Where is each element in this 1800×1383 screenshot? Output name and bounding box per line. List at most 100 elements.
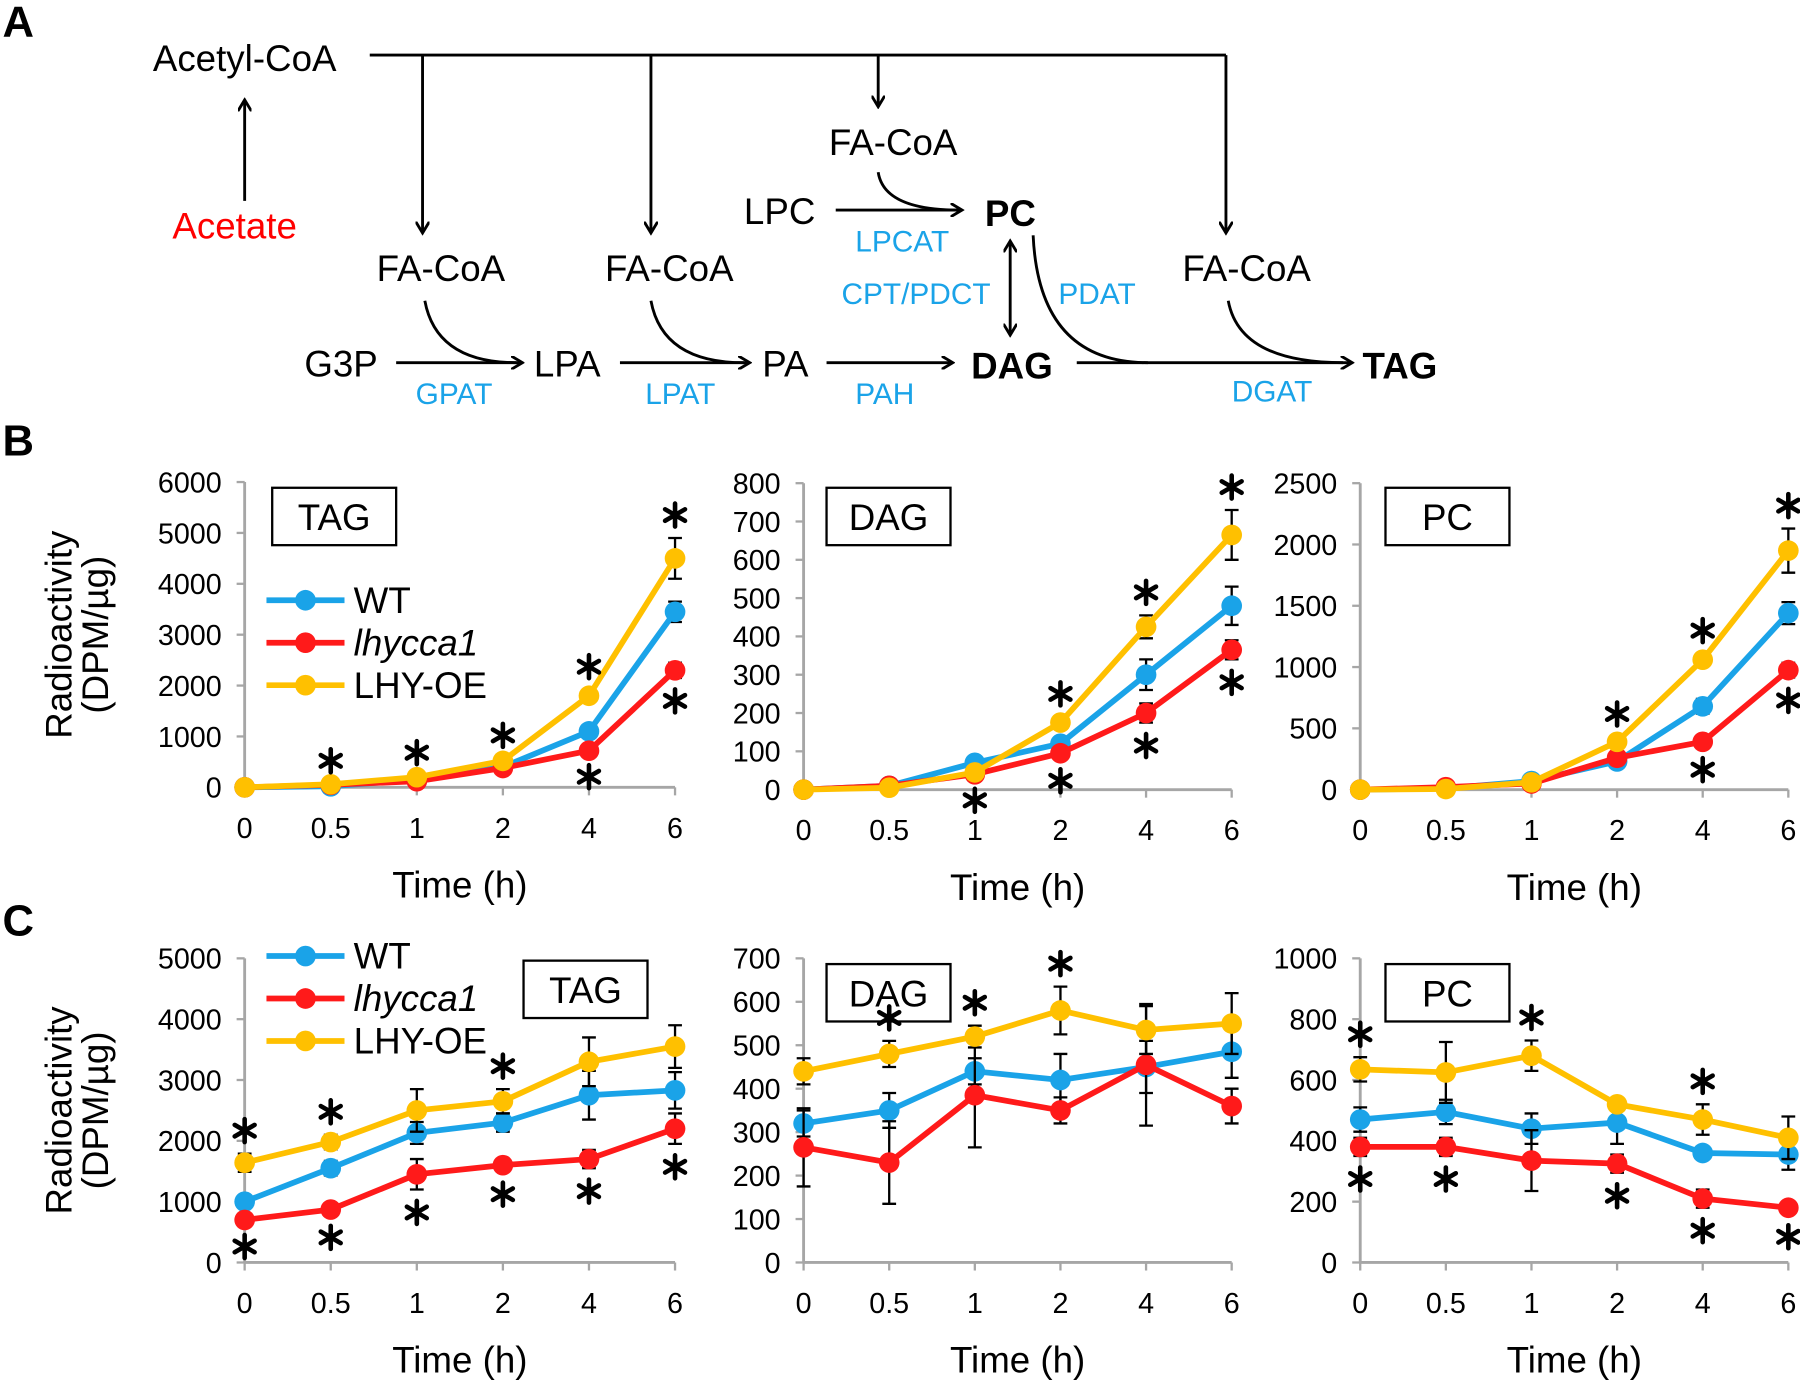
y-tick-label: 200 bbox=[733, 1161, 781, 1193]
data-point bbox=[578, 740, 600, 762]
chart-b-dag: 0 100 200 300 400 500 600 700 800 0 0.5 1 2 4 6 Time (h… bbox=[733, 469, 1244, 908]
data-point bbox=[964, 762, 986, 783]
y-tick-label: 2000 bbox=[158, 1126, 222, 1158]
data-point bbox=[320, 773, 342, 795]
y-tick-label: 500 bbox=[733, 1031, 781, 1063]
series-line bbox=[1360, 667, 1791, 793]
x-tick-label: 2 bbox=[495, 813, 511, 845]
data-point bbox=[1135, 1019, 1157, 1041]
y-tick-label: 0 bbox=[765, 775, 781, 807]
series-line bbox=[243, 1043, 676, 1166]
data-point bbox=[1778, 1197, 1799, 1219]
y-tick-label: 700 bbox=[733, 507, 781, 539]
data-point bbox=[1435, 1101, 1457, 1123]
significance-asterisk bbox=[662, 1153, 688, 1181]
legend-marker bbox=[295, 945, 316, 967]
data-point bbox=[1221, 524, 1243, 546]
y-tick-label: 600 bbox=[733, 545, 781, 577]
series-line bbox=[803, 1007, 1232, 1075]
fa-coa: FA-CoA bbox=[1182, 248, 1311, 289]
x-tick-label: 0 bbox=[796, 815, 812, 847]
data-point bbox=[578, 1084, 600, 1106]
y-tick-label: 5000 bbox=[158, 944, 222, 976]
series-line bbox=[1360, 1052, 1789, 1141]
significance-asterisk bbox=[1604, 1181, 1630, 1210]
significance-asterisk bbox=[576, 652, 602, 681]
data-point bbox=[1692, 1109, 1714, 1130]
series-lhycca1 bbox=[793, 639, 1243, 800]
x-tick-label: 1 bbox=[967, 815, 983, 847]
y-tick-label: 4000 bbox=[158, 569, 222, 601]
y-tick-label: 600 bbox=[1289, 1065, 1337, 1097]
data-point bbox=[1221, 639, 1243, 661]
series-line bbox=[244, 1125, 677, 1223]
series-lhycca1 bbox=[234, 1112, 686, 1231]
significance-asterisk bbox=[490, 1052, 516, 1080]
y-tick-label: 800 bbox=[733, 469, 781, 501]
g3p: G3P bbox=[304, 343, 377, 384]
legend-label: LHY-OE bbox=[354, 665, 487, 706]
lpc: LPC bbox=[744, 191, 815, 232]
data-point bbox=[1050, 1069, 1071, 1091]
series-line bbox=[803, 647, 1234, 793]
x-tick-label: 2 bbox=[495, 1288, 511, 1320]
y-tick-label: 0 bbox=[765, 1248, 781, 1280]
x-axis-title: Time (h) bbox=[1507, 867, 1642, 908]
data-point bbox=[492, 750, 514, 772]
y-tick-label: 2000 bbox=[1273, 530, 1337, 562]
significance-asterisk bbox=[1519, 1003, 1544, 1032]
tag: TAG bbox=[1363, 346, 1438, 387]
series-lhycca1 bbox=[1349, 659, 1799, 800]
y-tick-label: 300 bbox=[733, 1117, 781, 1149]
data-point bbox=[664, 1080, 686, 1101]
data-point bbox=[492, 1154, 514, 1176]
data-point bbox=[878, 1152, 900, 1173]
data-point bbox=[406, 766, 428, 788]
y-axis-title: Radioactivity bbox=[38, 530, 79, 739]
data-point bbox=[1692, 1188, 1714, 1209]
enzyme-lpcat: LPCAT bbox=[855, 225, 949, 258]
significance-asterisk bbox=[232, 1116, 257, 1145]
data-point bbox=[1606, 731, 1628, 753]
data-point bbox=[578, 1148, 600, 1170]
significance-asterisk bbox=[1690, 616, 1715, 645]
data-point bbox=[1221, 595, 1243, 617]
dag: DAG bbox=[971, 346, 1053, 387]
data-point bbox=[1521, 1045, 1542, 1067]
x-tick-label: 2 bbox=[1609, 815, 1625, 847]
significance-asterisk bbox=[662, 501, 688, 529]
data-point bbox=[793, 779, 814, 800]
x-tick-label: 6 bbox=[1224, 815, 1240, 847]
curve bbox=[423, 300, 517, 365]
significance-asterisk bbox=[962, 988, 988, 1017]
y-tick-label: 600 bbox=[733, 987, 781, 1019]
chart-title-box bbox=[825, 486, 952, 547]
data-point bbox=[1606, 747, 1628, 769]
enzyme-pdat: PDAT bbox=[1058, 278, 1135, 311]
acetate: Acetate bbox=[172, 206, 297, 247]
y-tick-label: 200 bbox=[733, 698, 781, 730]
y-tick-label: 200 bbox=[1289, 1187, 1337, 1219]
data-point bbox=[320, 1199, 342, 1220]
data-point bbox=[964, 1026, 986, 1047]
data-point bbox=[1521, 771, 1542, 793]
data-point bbox=[1135, 664, 1157, 686]
data-point bbox=[664, 548, 686, 569]
x-tick-label: 1 bbox=[967, 1288, 983, 1320]
enzyme-pah: PAH bbox=[855, 378, 914, 411]
data-point bbox=[1135, 616, 1157, 638]
y-tick-label: 500 bbox=[733, 583, 781, 615]
significance-asterisk bbox=[1690, 1067, 1715, 1096]
legend-marker bbox=[295, 674, 316, 696]
data-point bbox=[1135, 702, 1157, 724]
data-point bbox=[406, 1163, 428, 1185]
significance-asterisk bbox=[318, 1098, 343, 1126]
significance-asterisk bbox=[662, 687, 688, 715]
y-tick-label: 0 bbox=[206, 1248, 222, 1280]
chart-title: TAG bbox=[298, 497, 371, 538]
series-line bbox=[803, 1061, 1233, 1166]
data-point bbox=[234, 1191, 255, 1212]
data-point bbox=[578, 721, 600, 742]
data-point bbox=[1778, 1127, 1799, 1149]
significance-asterisk bbox=[1048, 767, 1073, 795]
